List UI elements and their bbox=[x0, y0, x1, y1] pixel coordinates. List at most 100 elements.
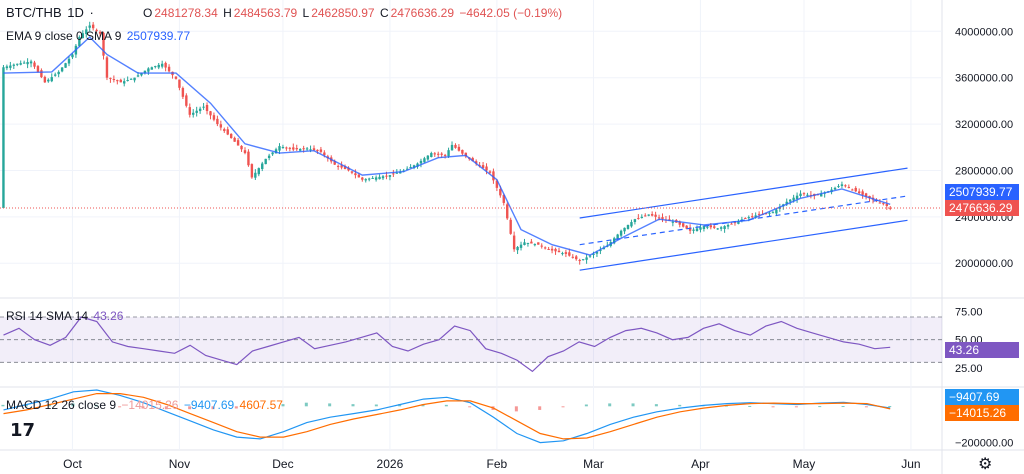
signal-value-tag: −14015.26 bbox=[945, 405, 1019, 421]
macd-histogram-bar bbox=[864, 406, 868, 408]
macd-histogram-bar bbox=[538, 406, 542, 410]
candle-body bbox=[5, 66, 9, 69]
ema-label: EMA 9 close 0 SMA 9 bbox=[6, 29, 122, 43]
candle-body bbox=[619, 230, 623, 236]
macd-histogram-bar bbox=[141, 406, 145, 409]
candle-body bbox=[443, 154, 447, 156]
candle-body bbox=[12, 64, 16, 66]
x-tick-label: Apr bbox=[691, 457, 710, 471]
candle-body bbox=[650, 214, 654, 216]
x-tick-label: May bbox=[793, 457, 816, 471]
symbol-name[interactable]: BTC/THB bbox=[6, 5, 62, 20]
candle-body bbox=[833, 187, 837, 190]
interval-label[interactable]: 1D bbox=[67, 5, 84, 20]
candle-body bbox=[454, 144, 457, 148]
candle-body bbox=[616, 234, 619, 240]
candle-body bbox=[588, 255, 592, 257]
candle-body bbox=[426, 155, 430, 160]
candle-body bbox=[519, 244, 523, 248]
candle-body bbox=[568, 252, 571, 256]
candle-body bbox=[792, 197, 795, 201]
candle-body bbox=[295, 148, 298, 150]
candle-body bbox=[751, 216, 754, 218]
candle-body bbox=[374, 177, 378, 180]
open-value: 2481278.34 bbox=[154, 6, 218, 20]
candle-body bbox=[302, 148, 305, 150]
candle-body bbox=[744, 217, 747, 219]
candle-body bbox=[381, 176, 385, 179]
candle-body bbox=[129, 78, 133, 80]
candle-body bbox=[57, 71, 60, 75]
macd-histogram-bar bbox=[794, 406, 798, 408]
candle-body bbox=[174, 76, 178, 79]
ema-price-tag: 2507939.77 bbox=[945, 184, 1019, 200]
macd-hist-value: −14015.26 bbox=[121, 398, 179, 412]
tradingview-logo-icon[interactable]: 17 bbox=[10, 420, 36, 441]
candle-body bbox=[98, 31, 102, 34]
candle-body bbox=[678, 221, 681, 225]
candle-body bbox=[540, 245, 543, 247]
candle-body bbox=[592, 253, 595, 255]
candle-body bbox=[561, 253, 564, 255]
x-tick-label: Jun bbox=[901, 457, 920, 471]
candle-body bbox=[775, 209, 778, 214]
symbol-header[interactable]: BTC/THB 1D · bbox=[6, 5, 96, 20]
candle-body bbox=[802, 193, 806, 195]
low-label: L bbox=[302, 6, 310, 20]
candle-body bbox=[412, 165, 416, 168]
candle-body bbox=[88, 25, 91, 28]
macd-histogram-bar bbox=[374, 404, 378, 407]
candle-body bbox=[502, 195, 505, 203]
candle-body bbox=[267, 155, 271, 159]
gear-icon[interactable]: ⚙ bbox=[978, 456, 993, 473]
change-value: −4642.05 (−0.19%) bbox=[459, 6, 563, 20]
candle-body bbox=[247, 151, 250, 166]
candle-body bbox=[181, 88, 185, 97]
x-tick-label: Dec bbox=[272, 457, 293, 471]
macd-histogram-bar bbox=[631, 403, 635, 407]
x-tick-label: Mar bbox=[583, 457, 604, 471]
candle-body bbox=[702, 226, 706, 229]
candle-body bbox=[840, 184, 844, 186]
rsi-tick-label: 75.00 bbox=[955, 306, 983, 318]
macd-histogram-bar bbox=[654, 404, 658, 407]
rsi-line bbox=[3, 316, 891, 373]
candle-body bbox=[581, 259, 585, 261]
candle-body bbox=[788, 199, 792, 202]
candle-body bbox=[523, 242, 526, 246]
macd-histogram-bar bbox=[771, 406, 775, 408]
candle-body bbox=[9, 65, 12, 68]
candle-body bbox=[516, 246, 519, 251]
candle-body bbox=[851, 189, 854, 191]
candle-body bbox=[409, 166, 412, 169]
macd-histogram-bar bbox=[351, 404, 355, 407]
candle-body bbox=[167, 66, 171, 72]
macd-histogram-bar bbox=[71, 403, 75, 407]
candle-body bbox=[219, 124, 223, 128]
candle-body bbox=[768, 212, 771, 214]
macd-histogram-bar bbox=[514, 406, 518, 412]
candle-body bbox=[354, 173, 357, 176]
candle-body bbox=[188, 107, 191, 115]
candle-body bbox=[136, 75, 140, 77]
candle-body bbox=[495, 180, 499, 188]
candle-body bbox=[585, 257, 588, 260]
candle-body bbox=[205, 104, 209, 112]
ema-legend[interactable]: EMA 9 close 0 SMA 9 2507939.77 bbox=[6, 29, 192, 43]
macd-histogram-bar bbox=[748, 405, 752, 407]
candle-body bbox=[626, 224, 630, 229]
candle-body bbox=[737, 220, 740, 224]
channel-upper-line bbox=[579, 167, 908, 219]
candle-body bbox=[133, 77, 136, 81]
rsi-legend[interactable]: RSI 14 SMA 14 43.26 bbox=[6, 309, 125, 323]
candle-body bbox=[644, 215, 647, 217]
candle-body bbox=[357, 174, 361, 178]
candle-body bbox=[778, 206, 782, 209]
macd-histogram-bar bbox=[841, 406, 845, 408]
rsi-label: RSI 14 SMA 14 bbox=[6, 309, 89, 323]
high-value: 2484563.79 bbox=[233, 6, 298, 20]
candle-body bbox=[85, 29, 88, 35]
candle-body bbox=[233, 137, 236, 142]
macd-legend[interactable]: MACD 12 26 close 9 −14015.26 −9407.69 46… bbox=[6, 398, 285, 412]
